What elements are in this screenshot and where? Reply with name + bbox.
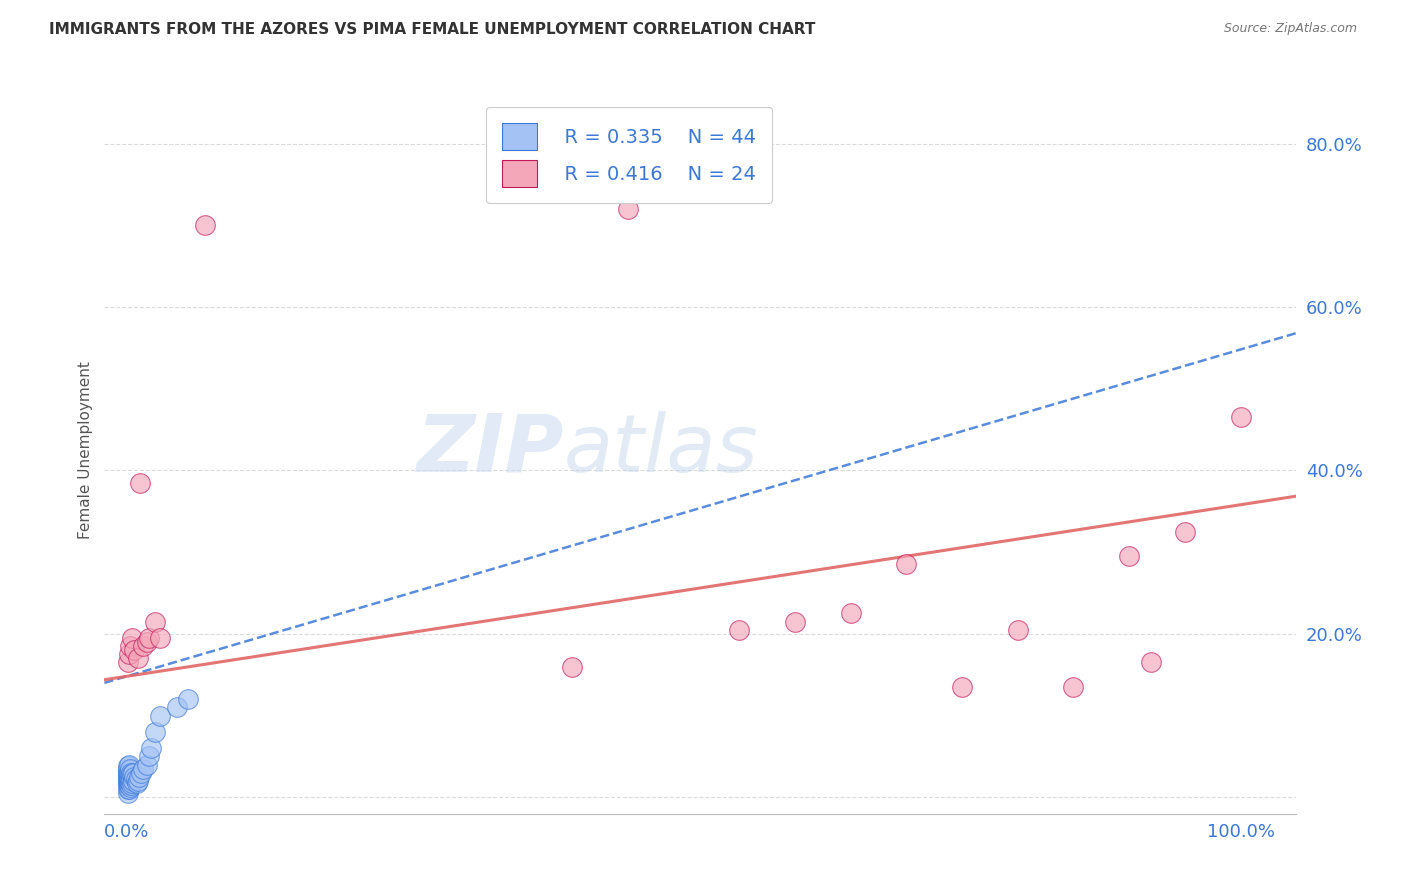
Point <box>118 780 141 795</box>
Point <box>1174 524 1197 539</box>
Point <box>839 607 862 621</box>
Text: IMMIGRANTS FROM THE AZORES VS PIMA FEMALE UNEMPLOYMENT CORRELATION CHART: IMMIGRANTS FROM THE AZORES VS PIMA FEMAL… <box>49 22 815 37</box>
Legend:   R = 0.335    N = 44,   R = 0.416    N = 24: R = 0.335 N = 44, R = 0.416 N = 24 <box>486 107 772 202</box>
Point <box>125 775 148 789</box>
Point <box>117 772 139 787</box>
Point <box>135 757 157 772</box>
Point <box>617 202 640 216</box>
Point <box>122 765 145 780</box>
Point <box>118 757 141 772</box>
Point <box>194 219 217 233</box>
Point <box>1118 549 1140 564</box>
Point <box>117 782 139 797</box>
Point <box>135 635 157 649</box>
Point <box>117 773 139 788</box>
Point <box>141 741 163 756</box>
Point <box>117 778 139 792</box>
Point <box>117 767 139 781</box>
Point <box>149 708 172 723</box>
Point <box>117 764 139 778</box>
Point <box>1140 656 1163 670</box>
Point <box>121 775 143 789</box>
Point <box>950 680 973 694</box>
Y-axis label: Female Unemployment: Female Unemployment <box>79 361 93 539</box>
Point <box>117 786 139 800</box>
Point <box>132 762 155 776</box>
Point <box>1063 680 1085 694</box>
Point <box>117 759 139 773</box>
Point <box>118 782 141 797</box>
Point <box>166 700 188 714</box>
Text: ZIP: ZIP <box>416 411 564 489</box>
Point <box>138 631 160 645</box>
Point <box>177 692 200 706</box>
Point <box>896 558 918 572</box>
Point <box>120 778 142 792</box>
Point <box>138 749 160 764</box>
Point <box>783 615 806 629</box>
Point <box>117 775 139 789</box>
Point <box>128 770 150 784</box>
Point <box>127 773 149 788</box>
Point <box>143 724 166 739</box>
Point <box>129 765 152 780</box>
Point <box>117 762 139 776</box>
Point <box>1229 410 1251 425</box>
Text: Source: ZipAtlas.com: Source: ZipAtlas.com <box>1223 22 1357 36</box>
Point <box>117 770 139 784</box>
Point <box>118 770 141 784</box>
Point <box>118 767 141 781</box>
Point <box>122 773 145 788</box>
Point <box>561 659 583 673</box>
Point <box>124 772 146 787</box>
Point <box>118 773 141 788</box>
Point <box>149 631 172 645</box>
Text: atlas: atlas <box>564 411 758 489</box>
Point <box>118 775 141 789</box>
Point <box>118 765 141 780</box>
Point <box>124 770 146 784</box>
Point <box>121 767 143 781</box>
Point <box>120 765 142 780</box>
Point <box>118 762 141 776</box>
Point <box>118 647 141 661</box>
Point <box>129 475 152 490</box>
Point <box>127 651 149 665</box>
Point <box>143 615 166 629</box>
Point <box>124 643 146 657</box>
Point <box>121 631 143 645</box>
Point <box>728 623 751 637</box>
Point <box>118 778 141 792</box>
Point <box>118 639 141 653</box>
Point <box>117 765 139 780</box>
Point <box>132 639 155 653</box>
Point <box>118 772 141 787</box>
Point <box>1007 623 1029 637</box>
Point <box>117 656 139 670</box>
Point <box>120 772 142 787</box>
